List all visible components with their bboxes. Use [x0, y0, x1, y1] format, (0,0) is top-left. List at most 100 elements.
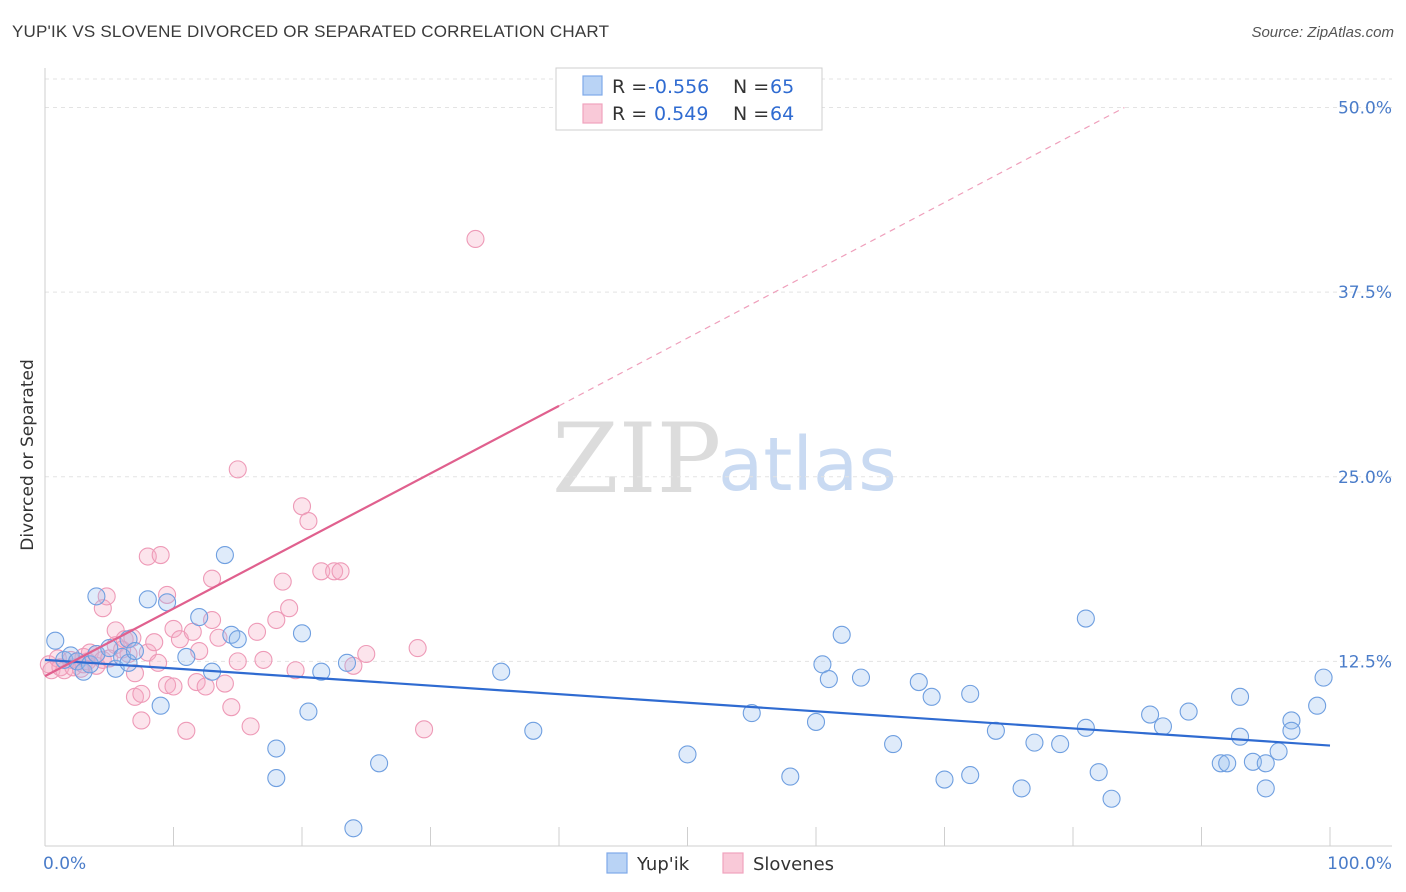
legend-r-label-yupik: R =: [612, 76, 647, 98]
yupik-point: [1076, 609, 1095, 628]
legend-n-label-yupik: N =: [733, 76, 769, 98]
slovenes-point: [312, 562, 331, 581]
slovenes-point: [132, 684, 151, 703]
yupik-point: [215, 545, 234, 565]
y-tick-label: 12.5%: [1338, 652, 1392, 672]
watermark-zip: ZIP: [552, 403, 721, 515]
slovenes-point: [164, 677, 183, 696]
slovenes-point: [228, 652, 247, 671]
yupik-point: [370, 754, 389, 773]
legend-n-value-yupik: 65: [770, 76, 794, 98]
yupik-point: [151, 696, 170, 715]
slovenes-trend-line-extrapolated: [558, 107, 1125, 407]
trend-lines: [44, 107, 1331, 747]
slovenes-point: [254, 650, 273, 669]
chart-title: YUP'IK VS SLOVENE DIVORCED OR SEPARATED …: [12, 22, 610, 41]
slovenes-point: [187, 673, 206, 692]
yupik-point: [819, 670, 838, 689]
slovenes-point: [151, 545, 170, 565]
yupik-point: [678, 745, 697, 764]
yupik-point: [986, 721, 1005, 740]
yupik-point: [1231, 687, 1250, 706]
yupik-point: [292, 624, 312, 643]
yupik-points: [46, 545, 1333, 838]
yupik-point: [1102, 789, 1121, 808]
yupik-point: [1211, 754, 1230, 773]
yupik-point: [961, 684, 980, 703]
yupik-point: [1153, 717, 1172, 736]
slovenes-point: [97, 587, 116, 606]
x-tick-label: 0.0%: [43, 854, 86, 874]
yupik-point: [177, 647, 196, 667]
slovenes-point: [158, 675, 177, 695]
y-tick-label: 25.0%: [1338, 468, 1392, 488]
y-axis-label: Divorced or Separated: [18, 359, 38, 550]
slovenes-point: [299, 512, 318, 531]
bottom-legend-label-slovenes: Slovenes: [753, 854, 834, 875]
yupik-point: [1141, 705, 1160, 724]
yupik-point: [909, 673, 928, 692]
axes: [44, 68, 1392, 847]
yupik-point: [1269, 742, 1288, 761]
yupik-point: [524, 721, 543, 740]
yupik-trend-line: [44, 658, 1331, 747]
yupik-point: [1218, 754, 1237, 773]
slovenes-point: [158, 585, 177, 604]
legend-n-label-slovenes: N =: [733, 103, 769, 125]
yupik-point: [87, 587, 106, 606]
slovenes-point: [331, 562, 350, 581]
yupik-point: [138, 590, 157, 609]
slovenes-point: [215, 674, 234, 693]
legend-r-value-slovenes: 0.549: [648, 103, 708, 125]
y-tick-label: 37.5%: [1338, 283, 1392, 303]
slovenes-point: [177, 721, 196, 740]
yupik-point: [46, 631, 65, 650]
correlation-legend: R = -0.556 N = 65 R = 0.549 N = 64: [555, 67, 823, 131]
yupik-point: [119, 653, 138, 672]
yupik-point: [228, 630, 247, 649]
yupik-point: [125, 641, 144, 661]
legend-swatch-yupik: [582, 75, 603, 96]
slovenes-point: [241, 717, 260, 736]
y-tick-labels: 12.5% 25.0% 37.5% 50.0%: [1338, 99, 1392, 673]
yupik-point: [1282, 711, 1301, 730]
series-legend: Yup'ik Slovenes: [606, 852, 834, 875]
yupik-point: [1025, 733, 1044, 752]
yupik-point: [344, 819, 363, 838]
bottom-legend-swatch-yupik: [606, 852, 628, 874]
yupik-point: [851, 668, 871, 687]
slovenes-point: [357, 644, 376, 664]
slovenes-point: [125, 664, 144, 683]
yupik-point: [312, 662, 331, 681]
y-tick-label: 50.0%: [1338, 99, 1392, 119]
yupik-point: [1256, 779, 1275, 798]
yupik-point: [1282, 721, 1301, 740]
yupik-point: [781, 767, 800, 786]
yupik-point: [1231, 727, 1250, 746]
slovenes-point: [408, 639, 427, 658]
yupik-point: [935, 770, 954, 789]
x-tick-label: 100.0%: [1327, 854, 1392, 874]
slovenes-point: [466, 229, 485, 249]
slovenes-point: [222, 698, 241, 717]
yupik-point: [267, 739, 286, 758]
yupik-point: [190, 608, 209, 627]
yupik-point: [299, 702, 318, 721]
yupik-point: [884, 735, 903, 754]
slovenes-point: [280, 599, 299, 618]
bottom-legend-label-yupik: Yup'ik: [636, 854, 690, 875]
slovenes-point: [132, 711, 151, 730]
yupik-point: [961, 766, 980, 785]
slovenes-point: [145, 633, 164, 652]
slovenes-point: [273, 572, 292, 591]
slovenes-point: [415, 720, 434, 739]
legend-r-label-slovenes: R =: [612, 103, 647, 125]
legend-r-value-yupik: -0.556: [648, 76, 709, 98]
slovenes-point: [247, 622, 267, 641]
yupik-point: [806, 712, 826, 731]
chart-source: Source: ZipAtlas.com: [1251, 24, 1394, 41]
yupik-point: [922, 687, 941, 706]
x-tick-labels: 0.0% 100.0%: [43, 854, 1392, 874]
yupik-point: [1308, 696, 1327, 715]
